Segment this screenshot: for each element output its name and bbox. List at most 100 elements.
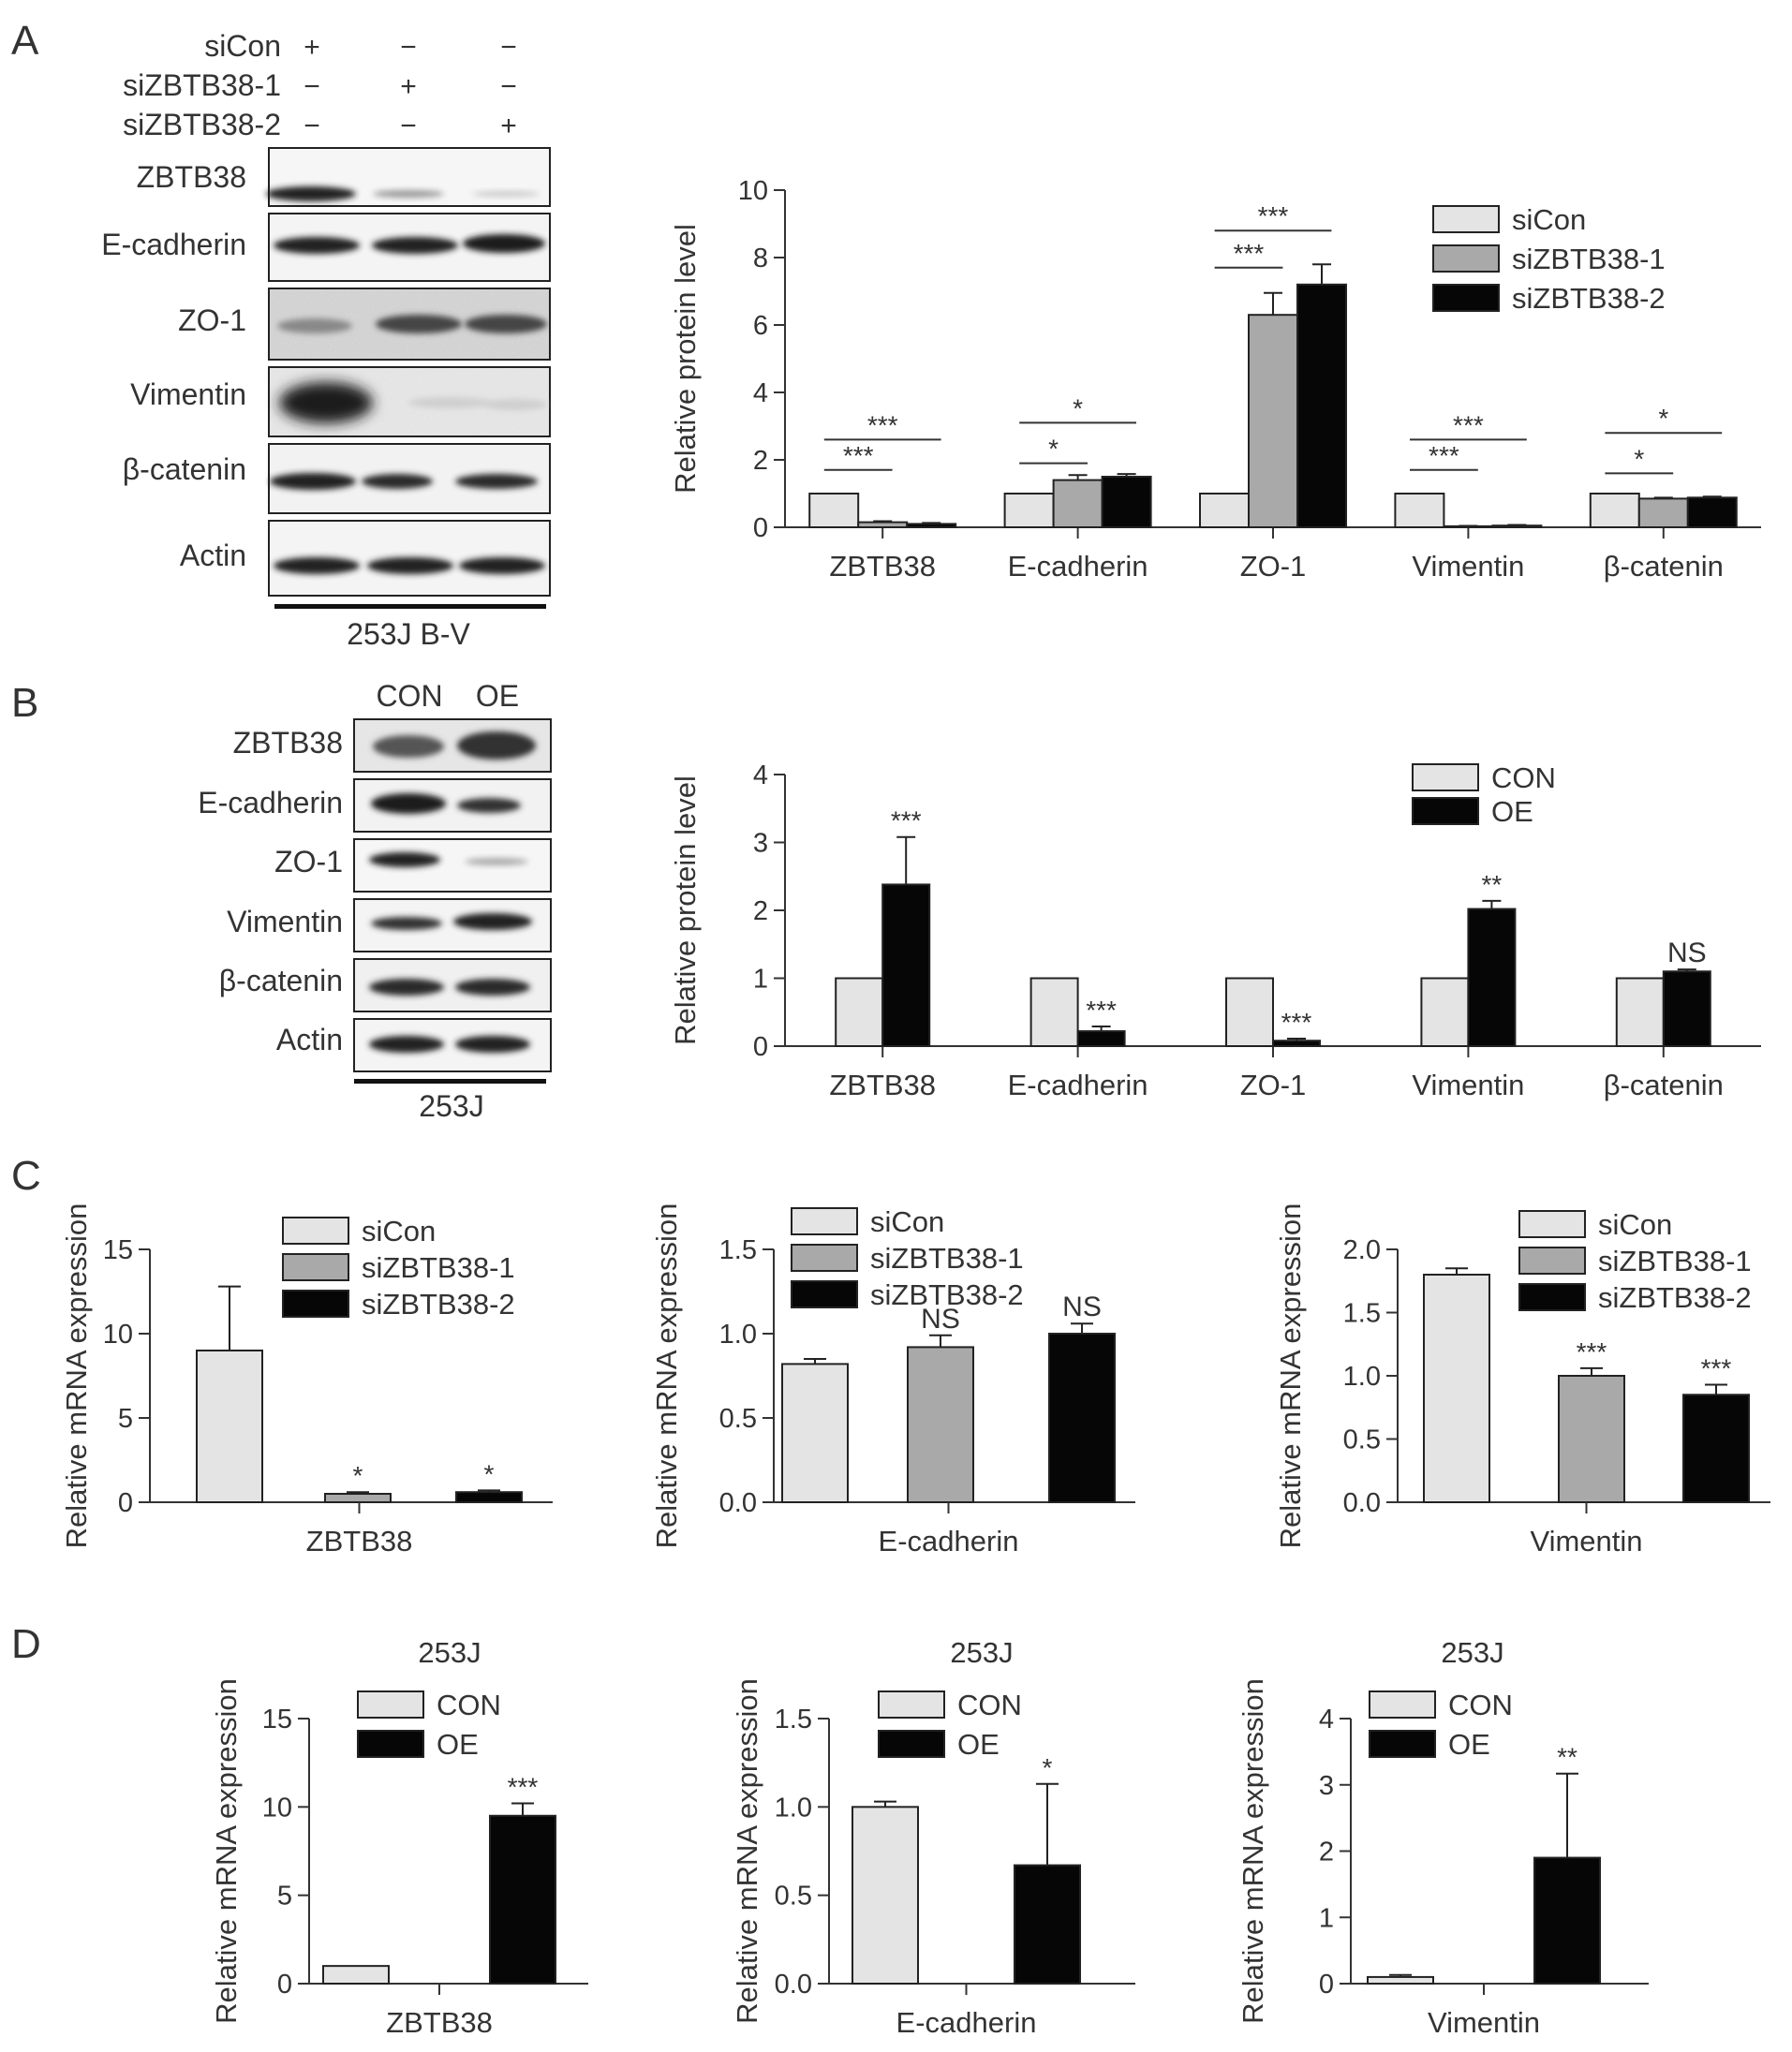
legend-swatch (791, 1207, 858, 1235)
significance-label: *** (867, 410, 898, 439)
blot-a-band (266, 186, 356, 201)
y-tick-label: 1 (1319, 1903, 1334, 1933)
significance-label: *** (1234, 239, 1265, 268)
x-tick-label: ZO-1 (1240, 1069, 1307, 1101)
legend-swatch (1412, 763, 1479, 791)
legend-label: OE (437, 1728, 479, 1761)
blot-b-band (465, 858, 528, 865)
panel-letter-d: D (11, 1621, 41, 1667)
y-tick-label: 8 (753, 244, 768, 273)
y-tick-label: 0.0 (719, 1488, 757, 1518)
y-tick-label: 2 (753, 896, 768, 926)
blot-a-condition-label: siCon (204, 29, 281, 63)
bar (1272, 1040, 1321, 1047)
y-tick-label: 1.5 (1343, 1299, 1381, 1329)
blot-b-lane-label: OE (476, 679, 519, 713)
blot-b-band (457, 731, 536, 760)
significance-label: * (1048, 435, 1059, 464)
legend-label: siZBTB38-1 (1598, 1245, 1752, 1277)
legend-label: OE (1491, 795, 1533, 828)
y-axis-label: Relative mRNA expression (731, 1678, 763, 2024)
legend-swatch (357, 1730, 424, 1758)
legend-swatch (1518, 1247, 1586, 1275)
blot-a-band (483, 399, 547, 410)
chart-a-protein: 0 2 4 6 8 10 Relative protein level ZBTB38 E-cad… (669, 176, 1761, 583)
legend-label: CON (1491, 761, 1556, 794)
blot-a-row-label: Actin (180, 539, 246, 572)
significance-label: *** (1429, 441, 1459, 470)
chart-title: 253J (950, 1636, 1013, 1669)
blot-a-band (367, 557, 453, 574)
legend-label: siZBTB38-1 (1512, 243, 1666, 275)
x-tick-label: E-cadherin (1008, 550, 1148, 583)
blot-b-lane-label: CON (376, 679, 442, 713)
blot-a-mark: − (500, 71, 517, 102)
blot-a-band (455, 474, 538, 489)
blot-b-cell-line-label: 253J (419, 1089, 483, 1123)
bar (1615, 977, 1665, 1047)
y-tick-label: 0 (753, 513, 768, 543)
blot-b-band (455, 979, 530, 996)
x-axis-label: E-cadherin (896, 2006, 1037, 2039)
y-tick-label: 4 (753, 378, 768, 408)
bar (1048, 1333, 1116, 1503)
y-axis-label: Relative protein level (669, 775, 702, 1045)
legend-label: siZBTB38-1 (362, 1251, 515, 1284)
x-tick-label: ZO-1 (1240, 550, 1307, 583)
significance-label: * (1634, 444, 1644, 473)
blot-b-band (369, 979, 444, 996)
y-tick-label: 6 (753, 311, 768, 341)
significance-label: *** (1281, 1008, 1312, 1037)
bar (1686, 496, 1738, 529)
blot-b-row-label: Vimentin (227, 905, 343, 938)
bar (1199, 493, 1250, 528)
y-tick-label: 3 (753, 829, 768, 859)
y-tick-label: 1.5 (775, 1705, 812, 1735)
y-tick-label: 10 (262, 1793, 292, 1823)
chart-b-protein: 0 1 2 3 4 Relative protein level ZBTB38 E-cadhe… (669, 760, 1761, 1101)
y-tick-label: 0.0 (1343, 1488, 1381, 1518)
blot-a-band (472, 191, 540, 197)
y-axis-label: Relative mRNA expression (650, 1203, 683, 1549)
legend-label: siZBTB38-2 (1512, 282, 1666, 315)
blot-b-row-label: ZBTB38 (233, 726, 343, 760)
x-axis-label: ZBTB38 (306, 1525, 413, 1557)
legend-swatch (791, 1280, 858, 1308)
y-tick-label: 0.5 (1343, 1425, 1381, 1455)
blot-a-mark: + (400, 71, 417, 102)
y-axis-label: Relative mRNA expression (60, 1203, 93, 1549)
y-tick-label: 10 (103, 1320, 133, 1350)
y-tick-label: 1 (753, 965, 768, 995)
blot-b-row-label: Actin (276, 1023, 343, 1056)
blot-a-cell-line-label: 253J B-V (347, 617, 470, 651)
blot-b-row-label: E-cadherin (198, 786, 343, 819)
x-axis-label: Vimentin (1530, 1525, 1642, 1557)
legend-label: OE (1448, 1728, 1490, 1761)
chart-d-zbtb38: 0 5 10 15 Relative mRNA expression *** ZBTB38 2… (210, 1636, 588, 2039)
legend-swatch (282, 1290, 349, 1318)
significance-label: NS (921, 1304, 960, 1335)
legend-swatch (357, 1690, 424, 1719)
y-tick-label: 0 (1319, 1970, 1334, 2000)
bar (1420, 977, 1470, 1047)
blot-b-band (369, 852, 440, 867)
significance-label: *** (1453, 410, 1484, 439)
bar (1637, 497, 1689, 529)
bar (1423, 1274, 1490, 1503)
bar (1014, 1864, 1081, 1986)
legend-label: CON (437, 1689, 501, 1721)
bar (196, 1350, 263, 1503)
blot-b-band (453, 913, 532, 930)
y-tick-label: 3 (1319, 1771, 1334, 1801)
legend-swatch (878, 1730, 945, 1758)
y-tick-label: 1.0 (1343, 1362, 1381, 1392)
blot-a-mark: − (500, 32, 517, 63)
legend-swatch (1369, 1690, 1436, 1719)
chart-c-zbtb38: 0 5 10 15 Relative mRNA expression * * ZBTB38 si… (60, 1203, 553, 1557)
x-tick-label: β-catenin (1604, 1069, 1724, 1101)
legend-swatch (282, 1217, 349, 1245)
blot-a-band (376, 315, 462, 333)
panel-a-blot: siCon siZBTB38-1 siZBTB38-2 + − − − + − … (101, 29, 551, 651)
bar (1296, 283, 1347, 528)
